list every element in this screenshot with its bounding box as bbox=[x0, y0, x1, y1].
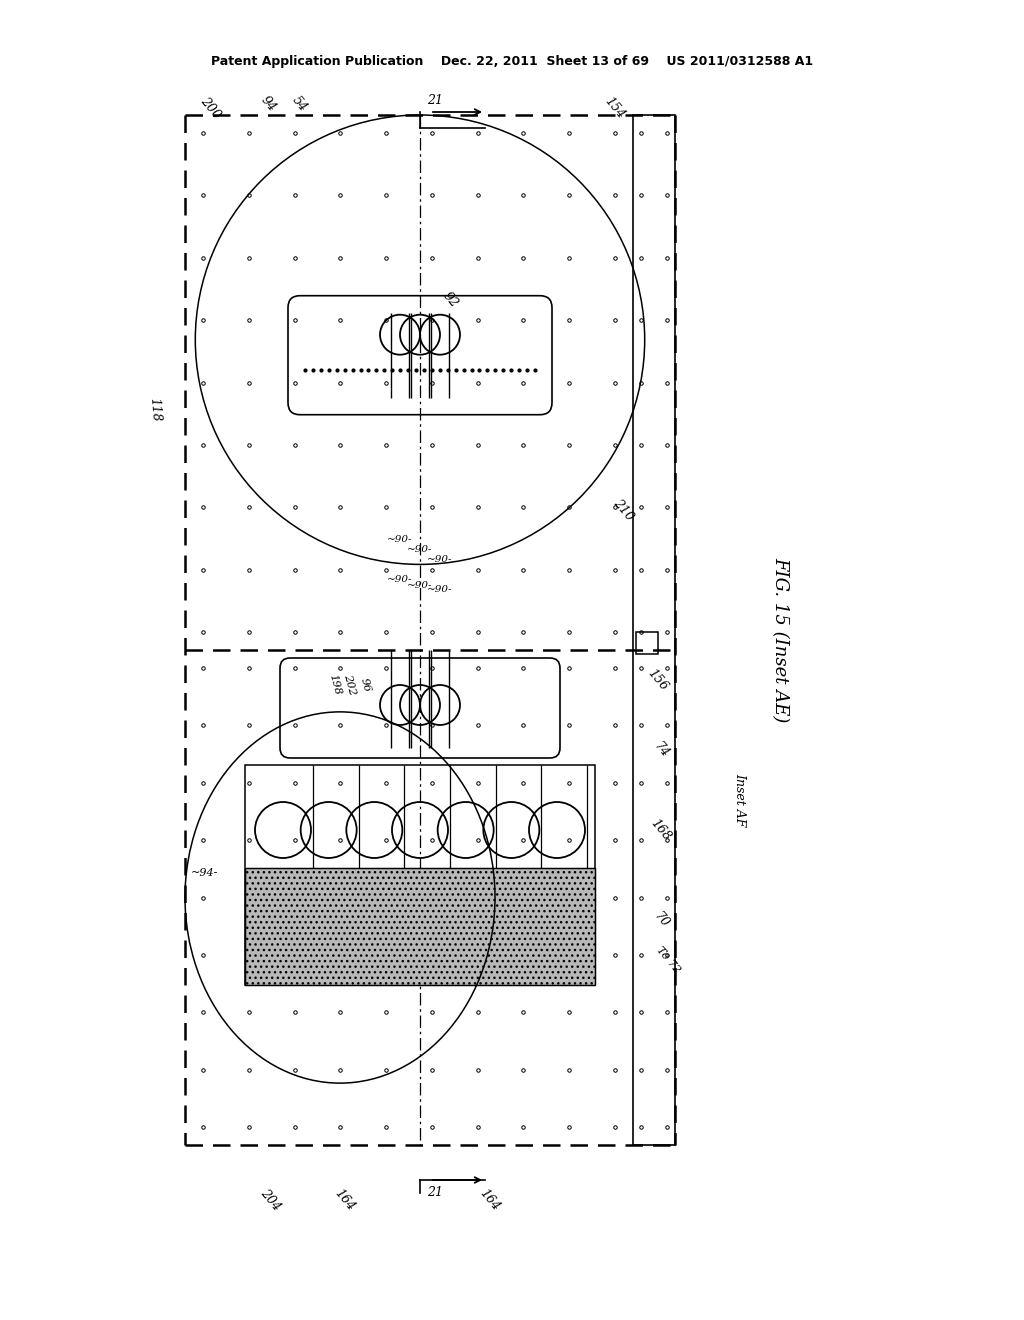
Text: 168: 168 bbox=[648, 817, 674, 843]
Text: 204: 204 bbox=[257, 1187, 283, 1213]
Bar bbox=[245, 766, 595, 985]
Text: Inset AF: Inset AF bbox=[733, 774, 746, 826]
Text: 21: 21 bbox=[427, 94, 443, 107]
Text: 94: 94 bbox=[258, 94, 279, 115]
Text: To 72: To 72 bbox=[654, 945, 682, 975]
Text: 198: 198 bbox=[328, 673, 343, 697]
Text: ~90-: ~90- bbox=[408, 581, 433, 590]
Text: 118: 118 bbox=[147, 397, 163, 422]
Text: ~90-: ~90- bbox=[427, 556, 453, 565]
Text: ~90-: ~90- bbox=[408, 545, 433, 554]
Text: ~90-: ~90- bbox=[387, 576, 413, 585]
Text: ~94-: ~94- bbox=[191, 867, 219, 878]
Bar bbox=[633, 115, 675, 1144]
Text: 92: 92 bbox=[440, 289, 460, 310]
Text: 164: 164 bbox=[477, 1187, 503, 1213]
Text: ~90-: ~90- bbox=[387, 536, 413, 544]
Text: 210: 210 bbox=[610, 496, 636, 523]
Text: 54: 54 bbox=[290, 94, 310, 115]
Text: 96: 96 bbox=[358, 677, 372, 693]
Text: 200: 200 bbox=[198, 95, 222, 121]
Text: ~90-: ~90- bbox=[427, 586, 453, 594]
Bar bbox=[636, 632, 658, 653]
Text: 156: 156 bbox=[645, 667, 671, 693]
Bar bbox=[245, 869, 595, 985]
Text: 21: 21 bbox=[427, 1187, 443, 1200]
Text: FIG. 15 (Inset AE): FIG. 15 (Inset AE) bbox=[771, 557, 790, 722]
Text: 164: 164 bbox=[333, 1187, 357, 1213]
Text: 154: 154 bbox=[602, 95, 628, 121]
Text: 74: 74 bbox=[651, 739, 671, 760]
Bar bbox=[245, 869, 595, 985]
Text: 202: 202 bbox=[342, 673, 357, 697]
Text: 70: 70 bbox=[651, 909, 671, 931]
Text: Patent Application Publication    Dec. 22, 2011  Sheet 13 of 69    US 2011/03125: Patent Application Publication Dec. 22, … bbox=[211, 55, 813, 69]
